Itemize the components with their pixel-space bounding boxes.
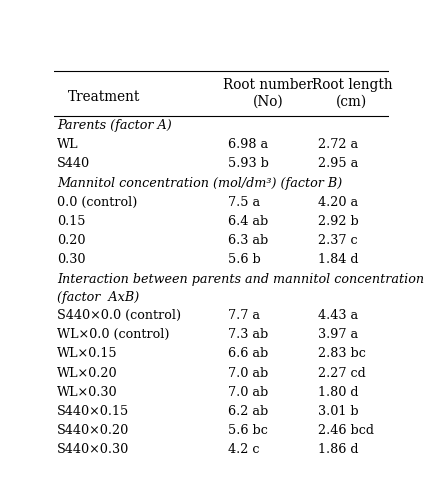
Text: WL: WL xyxy=(57,138,79,151)
Text: S440×0.0 (control): S440×0.0 (control) xyxy=(57,309,181,322)
Text: 6.4 ab: 6.4 ab xyxy=(228,215,268,228)
Text: 7.5 a: 7.5 a xyxy=(228,195,260,208)
Text: S440×0.20: S440×0.20 xyxy=(57,424,130,437)
Text: 5.6 b: 5.6 b xyxy=(228,253,261,266)
Text: 1.84 d: 1.84 d xyxy=(318,253,359,266)
Text: 3.97 a: 3.97 a xyxy=(318,329,359,341)
Text: 2.95 a: 2.95 a xyxy=(318,157,359,170)
Text: 7.3 ab: 7.3 ab xyxy=(228,329,268,341)
Text: 6.3 ab: 6.3 ab xyxy=(228,234,268,247)
Text: S440×0.30: S440×0.30 xyxy=(57,443,130,456)
Text: S440: S440 xyxy=(57,157,90,170)
Text: S440×0.15: S440×0.15 xyxy=(57,405,130,418)
Text: WL×0.15: WL×0.15 xyxy=(57,347,118,361)
Text: 0.30: 0.30 xyxy=(57,253,86,266)
Text: (cm): (cm) xyxy=(337,95,368,108)
Text: 6.98 a: 6.98 a xyxy=(228,138,268,151)
Text: 0.20: 0.20 xyxy=(57,234,86,247)
Text: 4.20 a: 4.20 a xyxy=(318,195,359,208)
Text: Treatment: Treatment xyxy=(68,90,140,104)
Text: 2.72 a: 2.72 a xyxy=(318,138,359,151)
Text: 6.2 ab: 6.2 ab xyxy=(228,405,268,418)
Text: 6.6 ab: 6.6 ab xyxy=(228,347,268,361)
Text: WL×0.30: WL×0.30 xyxy=(57,386,118,399)
Text: 1.86 d: 1.86 d xyxy=(318,443,359,456)
Text: Parents (factor A): Parents (factor A) xyxy=(57,120,172,132)
Text: 2.83 bc: 2.83 bc xyxy=(318,347,366,361)
Text: Mannitol concentration (mol/dm³) (factor B): Mannitol concentration (mol/dm³) (factor… xyxy=(57,177,343,190)
Text: 7.0 ab: 7.0 ab xyxy=(228,366,268,380)
Text: 4.2 c: 4.2 c xyxy=(228,443,260,456)
Text: (No): (No) xyxy=(253,95,284,108)
Text: 5.6 bc: 5.6 bc xyxy=(228,424,268,437)
Text: 7.7 a: 7.7 a xyxy=(228,309,260,322)
Text: 5.93 b: 5.93 b xyxy=(228,157,269,170)
Text: 1.80 d: 1.80 d xyxy=(318,386,359,399)
Text: 2.27 cd: 2.27 cd xyxy=(318,366,366,380)
Text: 0.0 (control): 0.0 (control) xyxy=(57,195,138,208)
Text: Root length: Root length xyxy=(311,78,392,92)
Text: 2.37 c: 2.37 c xyxy=(318,234,358,247)
Text: 3.01 b: 3.01 b xyxy=(318,405,359,418)
Text: 4.43 a: 4.43 a xyxy=(318,309,359,322)
Text: Interaction between parents and mannitol concentration: Interaction between parents and mannitol… xyxy=(57,273,425,286)
Text: WL×0.0 (control): WL×0.0 (control) xyxy=(57,329,170,341)
Text: 0.15: 0.15 xyxy=(57,215,86,228)
Text: 2.46 bcd: 2.46 bcd xyxy=(318,424,375,437)
Text: WL×0.20: WL×0.20 xyxy=(57,366,118,380)
Text: (factor  AxB): (factor AxB) xyxy=(57,291,140,304)
Text: Root number: Root number xyxy=(223,78,313,92)
Text: 7.0 ab: 7.0 ab xyxy=(228,386,268,399)
Text: 2.92 b: 2.92 b xyxy=(318,215,359,228)
